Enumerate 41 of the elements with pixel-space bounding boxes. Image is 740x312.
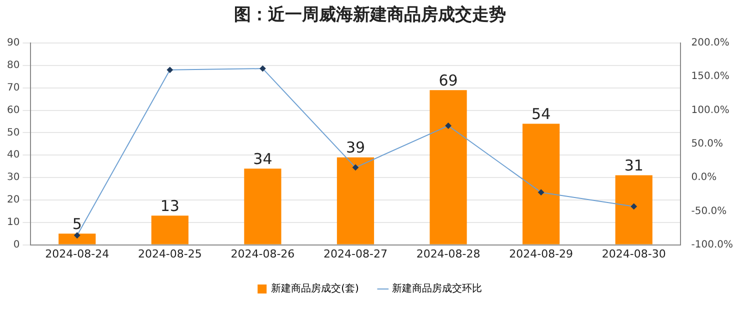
x-tick-label: 2024-08-30 xyxy=(602,247,666,260)
bar xyxy=(58,234,96,244)
x-tick-label: 2024-08-24 xyxy=(45,247,110,260)
bar xyxy=(522,124,560,244)
y-tick-label: 20 xyxy=(6,194,20,206)
y-tick-label: 40 xyxy=(6,150,20,161)
y2-tick-label: 0.0% xyxy=(691,172,717,184)
data-label: 31 xyxy=(624,156,644,175)
x-tick-label: 2024-08-28 xyxy=(416,247,480,260)
x-tick-label: 2024-08-27 xyxy=(324,247,388,260)
bar xyxy=(615,175,652,244)
data-label: 39 xyxy=(346,138,366,157)
y2-tick-label: 150.0% xyxy=(691,71,730,82)
data-label: 69 xyxy=(438,71,458,90)
bar xyxy=(430,90,467,244)
y-tick-label: 0 xyxy=(13,239,20,250)
bar xyxy=(151,216,188,244)
data-label: 13 xyxy=(160,197,180,216)
legend-label: 新建商品房成交环比 xyxy=(392,282,482,295)
y2-tick-label: 200.0% xyxy=(691,38,730,49)
bar xyxy=(336,157,374,244)
y2-tick-label: -100.0% xyxy=(691,239,734,250)
x-tick-label: 2024-08-25 xyxy=(138,247,202,260)
y2-tick-label: -50.0% xyxy=(691,206,727,217)
data-label: 54 xyxy=(532,105,551,124)
x-tick-label: 2024-08-26 xyxy=(230,247,295,260)
data-label: 34 xyxy=(253,150,272,168)
y-tick-label: 90 xyxy=(6,38,20,49)
y-tick-label: 60 xyxy=(6,104,20,116)
y-tick-label: 10 xyxy=(6,216,20,228)
y-tick-label: 30 xyxy=(6,172,20,184)
y-tick-label: 70 xyxy=(6,82,20,94)
x-tick-label: 2024-08-29 xyxy=(509,247,574,260)
y2-tick-label: 50.0% xyxy=(691,138,724,150)
y-tick-label: 50 xyxy=(6,127,20,138)
bar xyxy=(244,168,282,244)
legend-label: 新建商品房成交(套) xyxy=(271,282,359,295)
data-label: 5 xyxy=(72,214,82,233)
chart-title: 图：近一周威海新建商品房成交走势 xyxy=(233,4,507,27)
y-tick-label: 80 xyxy=(6,60,20,72)
y2-tick-label: 100.0% xyxy=(691,104,730,116)
